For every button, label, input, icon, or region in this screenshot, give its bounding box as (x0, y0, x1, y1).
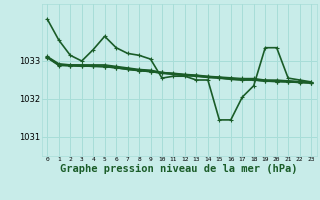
X-axis label: Graphe pression niveau de la mer (hPa): Graphe pression niveau de la mer (hPa) (60, 164, 298, 174)
